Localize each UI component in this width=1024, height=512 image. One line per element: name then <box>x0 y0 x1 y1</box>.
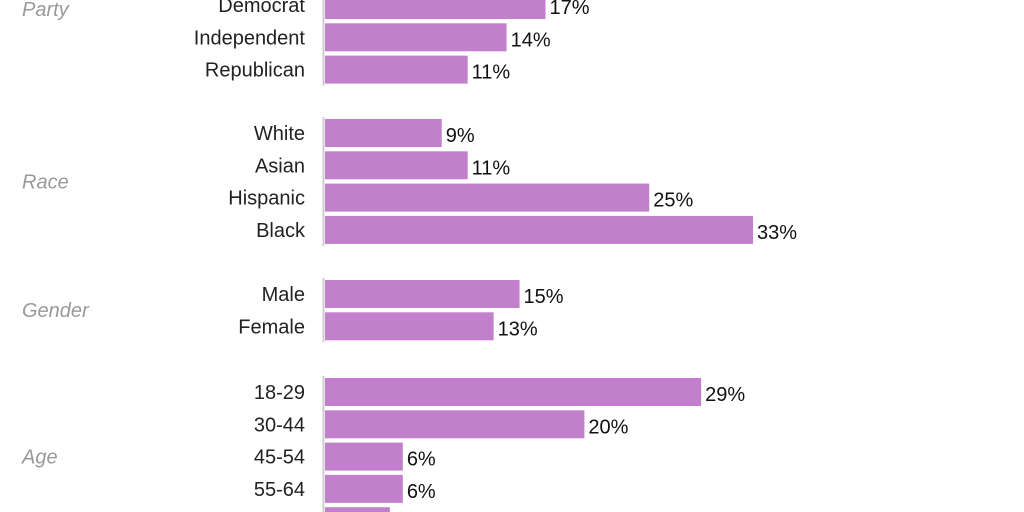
category-label: Female <box>238 316 305 338</box>
category-label: 18-29 <box>254 382 305 404</box>
value-label: 6% <box>407 481 436 503</box>
value-label: 11% <box>472 157 511 179</box>
category-label: 55-64 <box>254 479 305 501</box>
category-label: Male <box>262 284 305 306</box>
bar <box>325 23 507 52</box>
value-label: 15% <box>524 286 564 308</box>
bar <box>325 378 702 406</box>
value-label: 33% <box>757 222 797 244</box>
bar <box>325 151 468 180</box>
value-label: 14% <box>511 29 551 51</box>
bar <box>325 474 403 503</box>
category-label: Democrat <box>218 0 305 17</box>
group-label: Age <box>21 447 58 469</box>
value-label: 17% <box>549 0 589 19</box>
bar <box>325 119 442 147</box>
category-label: Independent <box>194 27 306 49</box>
value-label: 13% <box>498 318 538 340</box>
value-label: 9% <box>446 125 475 147</box>
bar <box>325 0 546 19</box>
value-label: 11% <box>472 62 511 84</box>
group-label: Race <box>22 171 69 193</box>
bar <box>325 55 468 84</box>
category-label: White <box>254 123 305 145</box>
bar <box>325 507 390 512</box>
group-label: Party <box>22 0 70 21</box>
group-label: Gender <box>22 300 90 322</box>
value-label: 25% <box>653 190 693 212</box>
bar <box>325 442 403 471</box>
category-label: Hispanic <box>228 188 305 210</box>
category-label: Black <box>256 220 306 242</box>
category-label: 30-44 <box>254 414 305 436</box>
category-label: 45-54 <box>254 447 305 469</box>
value-label: 20% <box>588 416 628 438</box>
bar <box>325 312 494 341</box>
bar <box>325 215 754 244</box>
category-label: Republican <box>205 60 305 82</box>
bar <box>325 410 585 439</box>
category-label: Asian <box>255 155 305 177</box>
bar <box>325 183 650 212</box>
value-label: 6% <box>407 449 436 471</box>
bar <box>325 280 520 308</box>
value-label: 29% <box>705 384 745 406</box>
